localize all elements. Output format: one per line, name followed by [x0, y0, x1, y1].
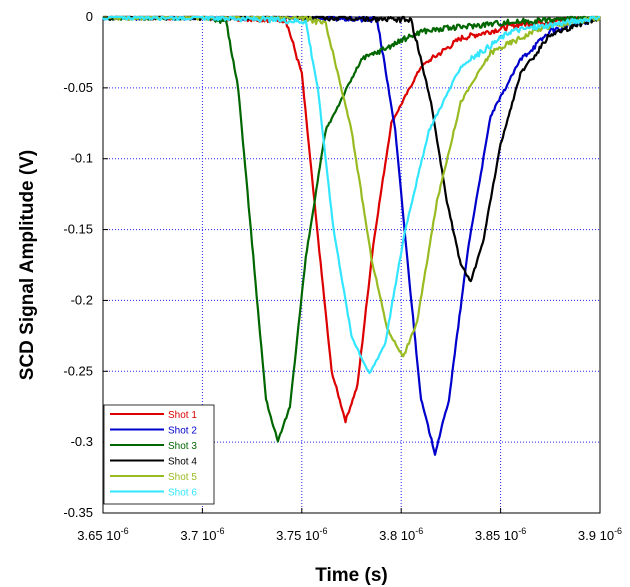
x-axis-label: Time (s) — [315, 565, 388, 586]
legend-label: Shot 3 — [168, 441, 197, 452]
y-tick-label: -0.05 — [63, 80, 93, 95]
series-lines — [102, 15, 602, 456]
x-tick-label: 3.7 10-6 — [180, 526, 224, 543]
y-tick-label: -0.25 — [63, 363, 93, 378]
y-tick-label: -0.2 — [71, 292, 93, 307]
series-line — [102, 15, 602, 358]
y-tick-label: -0.1 — [71, 151, 93, 166]
y-tick-label: -0.3 — [71, 434, 93, 449]
series-line — [102, 15, 600, 375]
y-tick-labels: 0 -0.05 -0.1 -0.15 -0.2 -0.25 -0.3 -0.35 — [63, 9, 108, 520]
legend-label: Shot 6 — [168, 488, 197, 499]
y-tick-label: 0 — [86, 9, 93, 24]
y-axis-label: SCD Signal Amplitude (V) — [17, 150, 38, 380]
legend-label: Shot 2 — [168, 426, 197, 437]
x-tick-labels: 3.65 10-6 3.7 10-6 3.75 10-6 3.8 10-6 3.85 1… — [77, 508, 622, 543]
x-tick-label: 3.65 10-6 — [77, 526, 128, 543]
legend-label: Shot 4 — [168, 457, 197, 468]
x-tick-label: 3.85 10-6 — [475, 526, 526, 543]
x-tick-label: 3.9 10-6 — [578, 526, 622, 543]
legend: Shot 1 Shot 2 Shot 3 Shot 4 Shot 5 Shot 6 — [103, 404, 215, 505]
y-tick-label: -0.15 — [63, 222, 93, 237]
legend-label: Shot 1 — [168, 410, 197, 421]
legend-label: Shot 5 — [168, 472, 197, 483]
legend-box — [103, 404, 215, 505]
y-tick-label: -0.35 — [63, 505, 93, 520]
x-tick-label: 3.8 10-6 — [379, 526, 423, 543]
x-tick-label: 3.75 10-6 — [276, 526, 327, 543]
